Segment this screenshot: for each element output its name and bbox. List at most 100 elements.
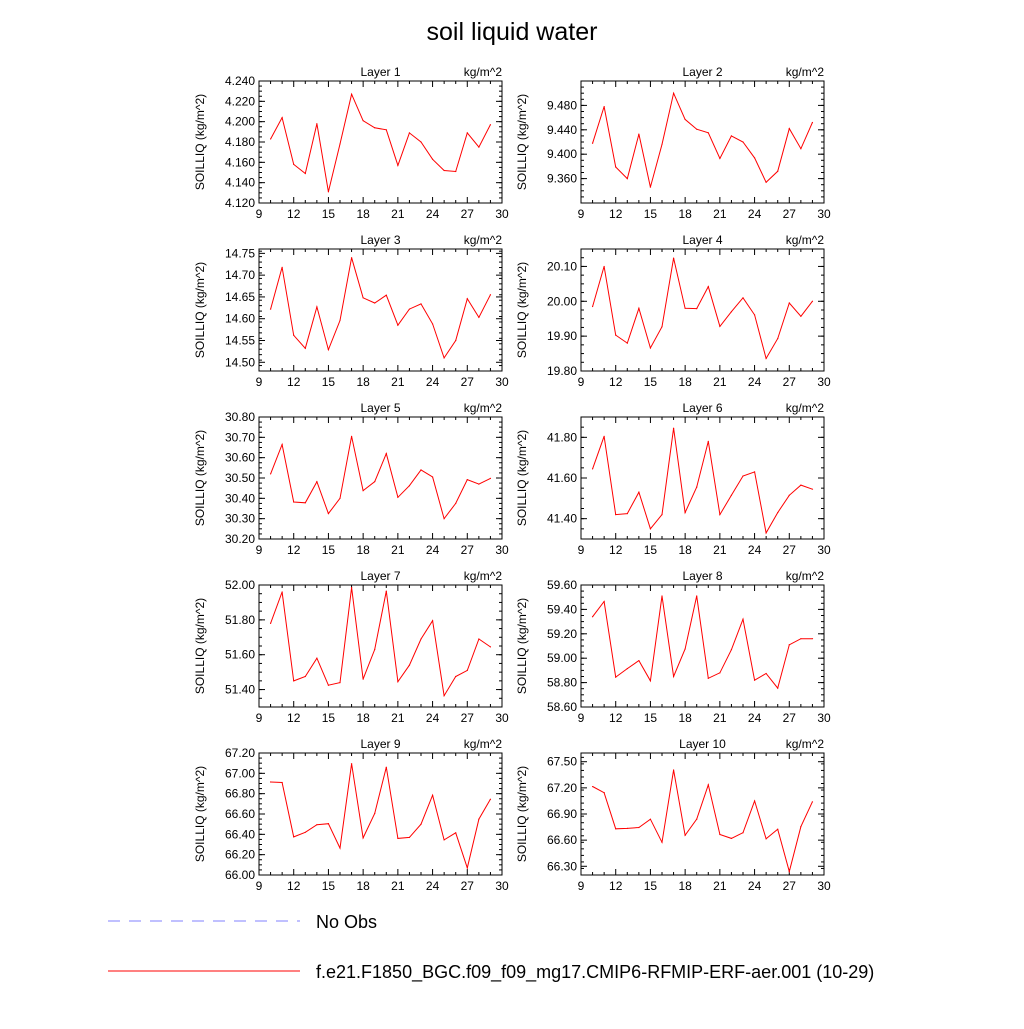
data-point bbox=[788, 870, 790, 873]
y-tick-label: 19.80 bbox=[547, 364, 577, 378]
y-tick-label: 58.80 bbox=[547, 676, 577, 690]
data-point bbox=[649, 528, 652, 530]
x-tick-label: 15 bbox=[644, 879, 658, 893]
y-tick-label: 30.30 bbox=[225, 512, 255, 526]
data-point bbox=[684, 511, 686, 514]
y-tick-label: 14.55 bbox=[225, 334, 255, 348]
data-point bbox=[269, 781, 272, 783]
data-point bbox=[466, 867, 468, 869]
data-point bbox=[742, 141, 744, 143]
data-point bbox=[800, 826, 802, 828]
data-point bbox=[489, 124, 492, 126]
data-point bbox=[742, 297, 744, 299]
y-axis-label: SOILLIQ (kg/m^2) bbox=[515, 430, 529, 526]
data-point bbox=[281, 591, 283, 593]
y-tick-label: 66.30 bbox=[547, 859, 577, 873]
x-tick-label: 12 bbox=[287, 375, 301, 389]
data-point bbox=[603, 600, 605, 603]
panel-title: Layer 4 bbox=[682, 233, 722, 247]
data-point bbox=[730, 311, 733, 313]
panel-10: Layer 10 kg/m^2 SOILLIQ (kg/m^2) 9 12 15 18 21 2… bbox=[515, 737, 831, 893]
x-tick-label: 30 bbox=[495, 711, 509, 725]
data-point bbox=[374, 127, 376, 129]
plot-frame bbox=[580, 752, 825, 876]
data-point bbox=[455, 339, 457, 342]
data-point bbox=[730, 649, 733, 651]
data-point bbox=[626, 512, 628, 515]
data-point bbox=[649, 680, 652, 682]
data-point bbox=[339, 682, 341, 684]
data-point bbox=[672, 92, 675, 94]
data-point bbox=[281, 117, 283, 119]
series-line bbox=[592, 91, 813, 188]
x-tick-label: 12 bbox=[609, 207, 623, 221]
x-tick-label: 27 bbox=[783, 711, 797, 725]
x-tick-label: 30 bbox=[495, 879, 509, 893]
x-tick-label: 30 bbox=[817, 543, 831, 557]
x-tick-label: 18 bbox=[678, 879, 692, 893]
x-tick-label: 24 bbox=[426, 879, 440, 893]
data-point bbox=[765, 181, 767, 183]
x-tick-label: 24 bbox=[426, 543, 440, 557]
data-point bbox=[374, 481, 376, 483]
x-tick-label: 12 bbox=[609, 375, 623, 389]
y-tick-label: 41.40 bbox=[547, 512, 577, 526]
data-point bbox=[615, 828, 617, 830]
plot-frame bbox=[258, 248, 503, 372]
data-point bbox=[615, 334, 617, 336]
data-point bbox=[649, 347, 652, 349]
x-tick-label: 24 bbox=[426, 711, 440, 725]
data-point bbox=[638, 491, 640, 493]
data-point bbox=[374, 648, 376, 651]
data-point bbox=[615, 166, 617, 168]
x-tick-label: 21 bbox=[391, 879, 405, 893]
data-point bbox=[316, 123, 318, 125]
data-point bbox=[385, 766, 387, 768]
x-tick-label: 15 bbox=[322, 879, 336, 893]
data-point bbox=[385, 294, 387, 296]
data-point bbox=[788, 494, 790, 496]
data-point bbox=[591, 616, 594, 618]
x-tick-label: 27 bbox=[783, 543, 797, 557]
x-tick-label: 30 bbox=[495, 207, 509, 221]
y-tick-label: 59.60 bbox=[547, 578, 577, 592]
data-point bbox=[431, 620, 434, 622]
data-point bbox=[362, 297, 364, 299]
x-tick-label: 24 bbox=[426, 375, 440, 389]
y-tick-label: 51.40 bbox=[225, 683, 255, 697]
data-point bbox=[443, 169, 445, 172]
data-point bbox=[638, 660, 640, 662]
data-point bbox=[443, 518, 445, 520]
data-point bbox=[397, 681, 399, 683]
y-tick-label: 19.90 bbox=[547, 329, 577, 343]
panel-title: Layer 9 bbox=[360, 737, 400, 751]
y-axis-label: SOILLIQ (kg/m^2) bbox=[515, 598, 529, 694]
y-tick-label: 66.80 bbox=[225, 787, 255, 801]
y-tick-label: 51.60 bbox=[225, 648, 255, 662]
data-point bbox=[672, 427, 675, 429]
data-point bbox=[591, 305, 594, 308]
x-tick-label: 9 bbox=[578, 711, 585, 725]
data-point bbox=[350, 93, 353, 95]
data-point bbox=[293, 163, 295, 165]
data-point bbox=[742, 475, 744, 477]
x-tick-label: 9 bbox=[578, 543, 585, 557]
data-point bbox=[408, 836, 411, 838]
data-point bbox=[443, 357, 445, 359]
data-point bbox=[730, 135, 733, 137]
panel-units: kg/m^2 bbox=[464, 233, 503, 247]
panel-2: Layer 2 kg/m^2 SOILLIQ (kg/m^2) 9 12 15 18 21 24… bbox=[515, 65, 831, 221]
data-point bbox=[626, 827, 628, 829]
data-point bbox=[316, 481, 318, 483]
plot-frame bbox=[258, 416, 503, 540]
x-tick-label: 9 bbox=[256, 711, 263, 725]
data-point bbox=[316, 306, 318, 308]
data-point bbox=[777, 687, 779, 689]
x-tick-label: 9 bbox=[256, 207, 263, 221]
data-point bbox=[765, 532, 767, 534]
y-tick-label: 67.00 bbox=[225, 766, 255, 780]
panel-7: Layer 7 kg/m^2 SOILLIQ (kg/m^2) 9 12 15 18 21 24… bbox=[193, 569, 509, 725]
data-point bbox=[638, 133, 640, 135]
